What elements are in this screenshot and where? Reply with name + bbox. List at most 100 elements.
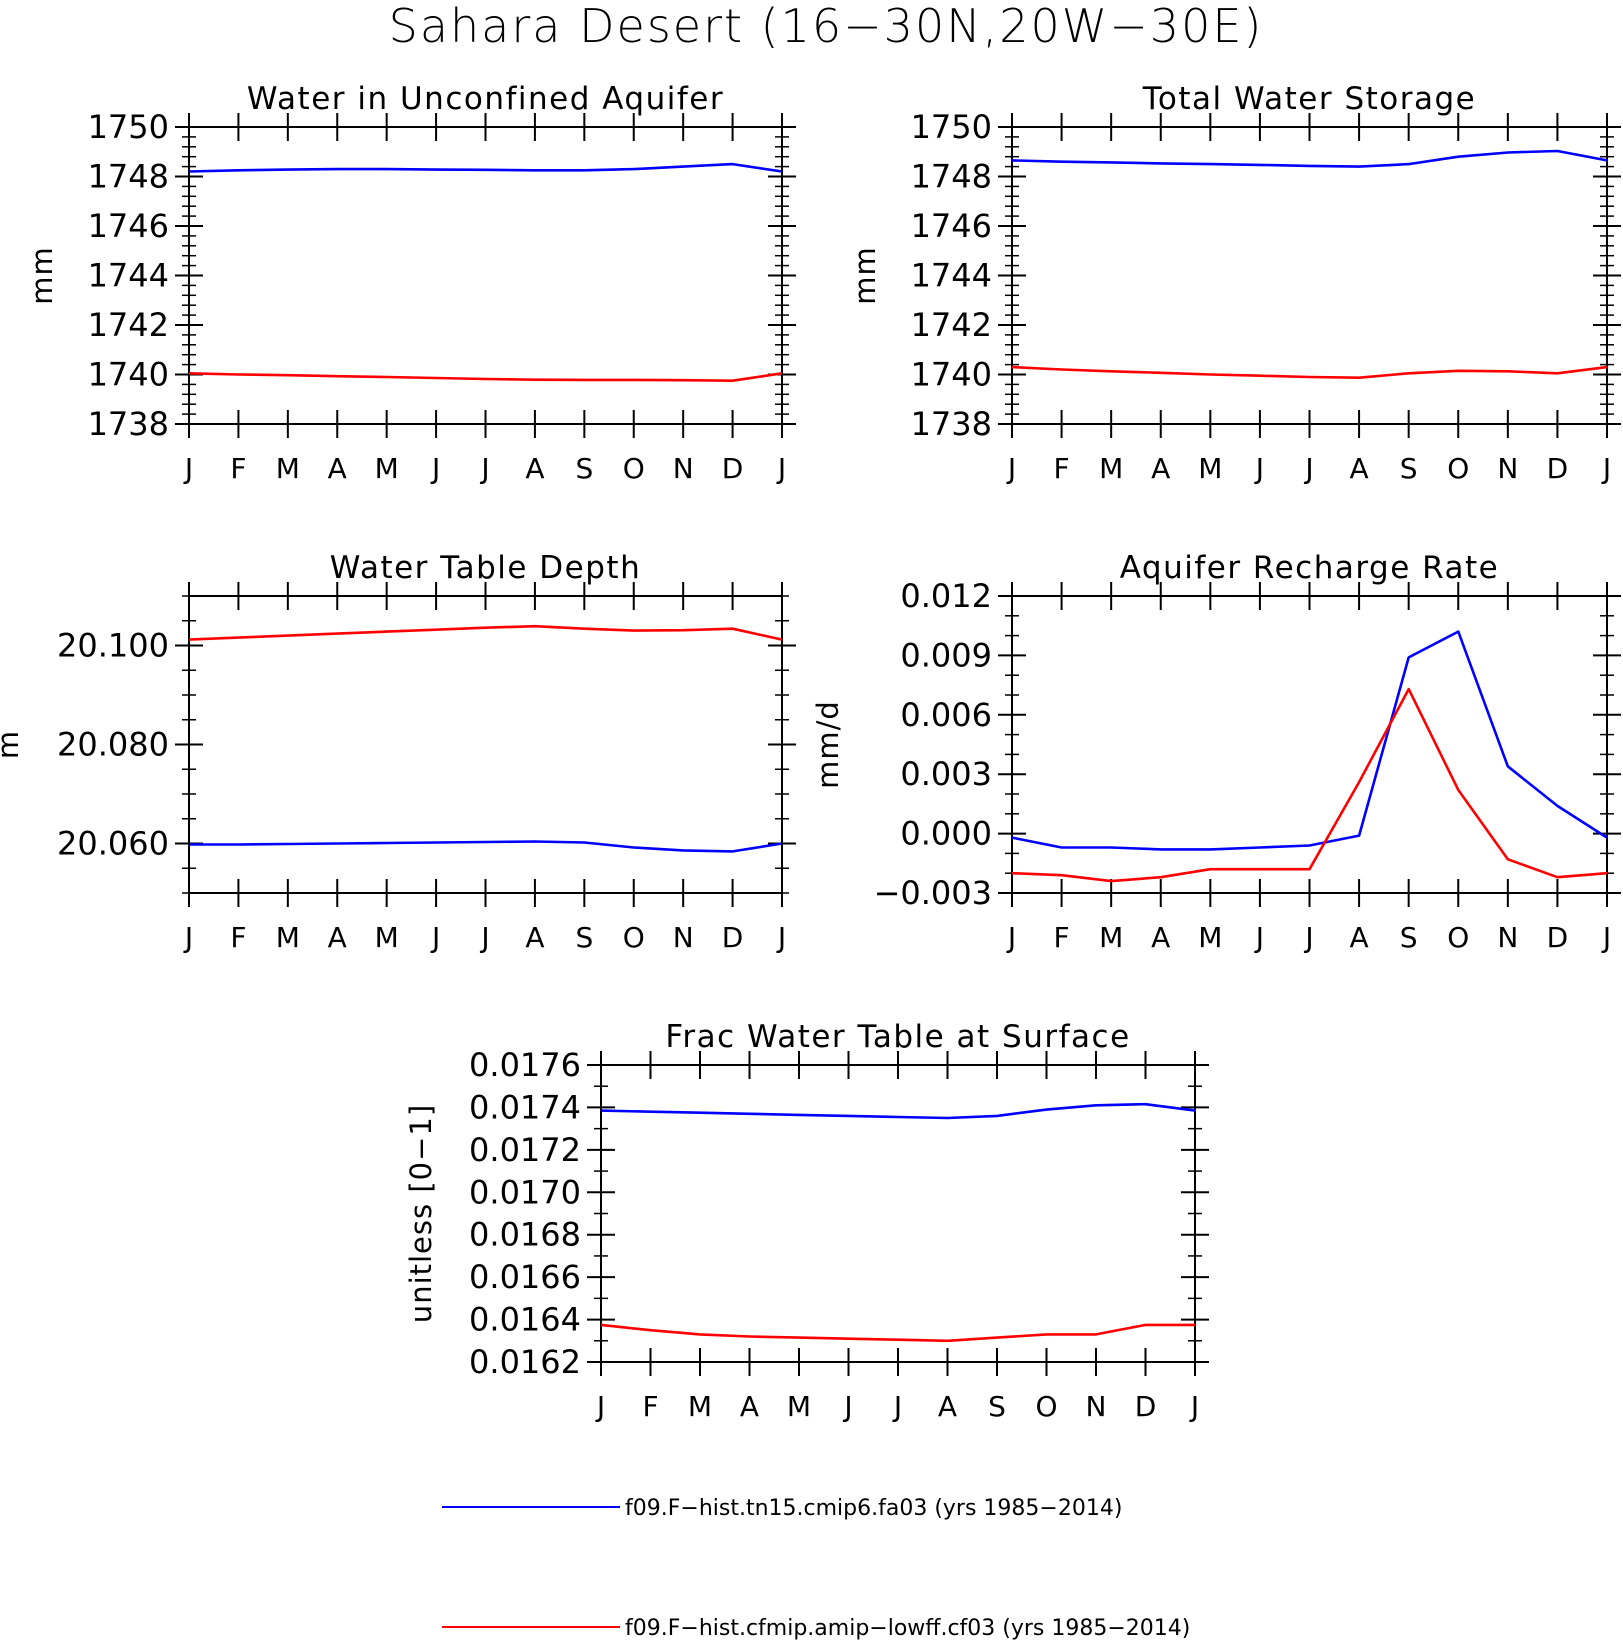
y-tick-label: 0.0170 <box>469 1173 581 1211</box>
x-tick-label: D <box>722 452 744 485</box>
x-tick-label: D <box>1547 452 1569 485</box>
x-tick-label: N <box>673 452 694 485</box>
y-tick-label: 20.060 <box>57 825 169 863</box>
y-tick-label: 0.0166 <box>469 1258 581 1296</box>
y-tick-label: 1750 <box>88 108 169 146</box>
x-tick-label: A <box>328 452 347 485</box>
x-tick-label: A <box>1151 921 1170 954</box>
y-tick-label: 0.009 <box>900 636 992 674</box>
x-tick-label: A <box>938 1390 957 1423</box>
panel-title: Aquifer Recharge Rate <box>1120 550 1499 586</box>
y-tick-label: 1750 <box>911 108 992 146</box>
x-tick-label: J <box>1601 452 1611 485</box>
y-tick-label: 0.0168 <box>469 1216 581 1254</box>
x-tick-label: F <box>230 452 246 485</box>
x-tick-label: F <box>230 921 246 954</box>
y-axis-label: mm <box>25 246 59 305</box>
y-axis-label: mm <box>848 246 882 305</box>
x-tick-label: M <box>276 921 300 954</box>
x-tick-label: J <box>1601 921 1611 954</box>
x-tick-label: M <box>375 921 399 954</box>
series-line-cf03 <box>600 1323 1195 1343</box>
x-tick-label: N <box>1497 921 1518 954</box>
x-tick-label: J <box>776 452 786 485</box>
x-tick-label: N <box>1497 452 1518 485</box>
y-tick-label: 1748 <box>911 158 992 196</box>
y-tick-label: 20.080 <box>57 726 169 764</box>
x-tick-label: M <box>1198 452 1222 485</box>
x-tick-label: J <box>1006 921 1016 954</box>
y-tick-label: 0.0162 <box>469 1343 581 1381</box>
x-tick-label: M <box>688 1390 712 1423</box>
x-tick-label: J <box>1303 452 1313 485</box>
y-tick-label: 1748 <box>88 158 169 196</box>
y-axis-label: m <box>0 730 25 759</box>
x-tick-label: O <box>1447 921 1469 954</box>
x-tick-label: O <box>623 921 645 954</box>
panel-title: Water in Unconfined Aquifer <box>247 81 724 117</box>
x-tick-label: M <box>787 1390 811 1423</box>
x-tick-label: A <box>1151 452 1170 485</box>
series-line-fa03 <box>189 840 783 853</box>
y-tick-label: 1742 <box>88 306 169 344</box>
x-tick-label: A <box>740 1390 759 1423</box>
y-tick-label: 20.100 <box>57 627 169 665</box>
y-tick-label: 1746 <box>911 207 992 245</box>
x-tick-label: J <box>842 1390 852 1423</box>
y-tick-label: 0.0164 <box>469 1301 581 1339</box>
y-tick-label: 1744 <box>88 257 169 295</box>
panel-title: Water Table Depth <box>330 550 641 586</box>
y-tick-label: −0.003 <box>874 874 992 912</box>
x-tick-label: F <box>1054 921 1070 954</box>
series-line-cf03 <box>188 372 783 383</box>
y-tick-label: 0.003 <box>900 755 992 793</box>
y-tick-label: 0.0174 <box>469 1088 581 1126</box>
panels-group: Water in Unconfined Aquifer 1738 1740 1742 1… <box>0 81 1621 1423</box>
x-tick-label: N <box>673 921 694 954</box>
y-tick-label: 1738 <box>88 405 169 443</box>
x-tick-label: J <box>479 452 489 485</box>
series-line-fa03 <box>1011 149 1608 168</box>
x-tick-label: S <box>1400 452 1418 485</box>
series-line-fa03 <box>188 162 783 173</box>
y-tick-label: 0.012 <box>900 577 992 615</box>
x-tick-label: J <box>776 921 786 954</box>
x-tick-label: A <box>525 452 544 485</box>
panel-1: Water in Unconfined Aquifer 1738 1740 1742 1… <box>25 81 796 485</box>
plot-frame <box>600 1064 1196 1363</box>
series-line-cf03 <box>1011 687 1608 883</box>
x-tick-label: A <box>1350 921 1369 954</box>
y-tick-label: 1740 <box>88 356 169 394</box>
y-tick-label: 1738 <box>911 405 992 443</box>
y-axis-label: unitless [0−1] <box>404 1104 438 1323</box>
x-tick-label: M <box>1099 452 1123 485</box>
y-tick-label: 0.0176 <box>469 1046 581 1084</box>
x-tick-label: S <box>575 452 593 485</box>
x-tick-label: F <box>1054 452 1070 485</box>
panel-2: Total Water Storage 1738 1740 1742 1744 1746 1… <box>848 81 1621 485</box>
x-tick-label: J <box>1006 452 1016 485</box>
x-tick-label: A <box>1350 452 1369 485</box>
y-tick-label: 0.0172 <box>469 1131 581 1169</box>
panel-title: Frac Water Table at Surface <box>665 1019 1130 1055</box>
x-tick-label: D <box>1135 1390 1157 1423</box>
panel-4: Aquifer Recharge Rate −0.003 0.000 0.003 0.0… <box>811 550 1621 954</box>
legend-label-fa03: f09.F−hist.tn15.cmip6.fa03 (yrs 1985−201… <box>625 1496 1122 1521</box>
x-tick-label: S <box>1400 921 1418 954</box>
x-tick-label: M <box>1198 921 1222 954</box>
panel-title: Total Water Storage <box>1142 81 1477 117</box>
series-line-fa03 <box>1011 630 1608 851</box>
series-line-cf03 <box>188 624 783 641</box>
x-tick-label: A <box>525 921 544 954</box>
y-tick-label: 1746 <box>88 207 169 245</box>
x-tick-label: F <box>642 1390 658 1423</box>
x-tick-label: J <box>479 921 489 954</box>
plot-frame <box>188 595 783 894</box>
legend-label-cf03: f09.F−hist.cfmip.amip−lowff.cf03 (yrs 19… <box>625 1616 1190 1640</box>
x-tick-label: J <box>892 1390 902 1423</box>
plot-frame <box>1011 126 1608 425</box>
legend: f09.F−hist.tn15.cmip6.fa03 (yrs 1985−201… <box>442 1496 1190 1640</box>
x-tick-label: O <box>1035 1390 1057 1423</box>
